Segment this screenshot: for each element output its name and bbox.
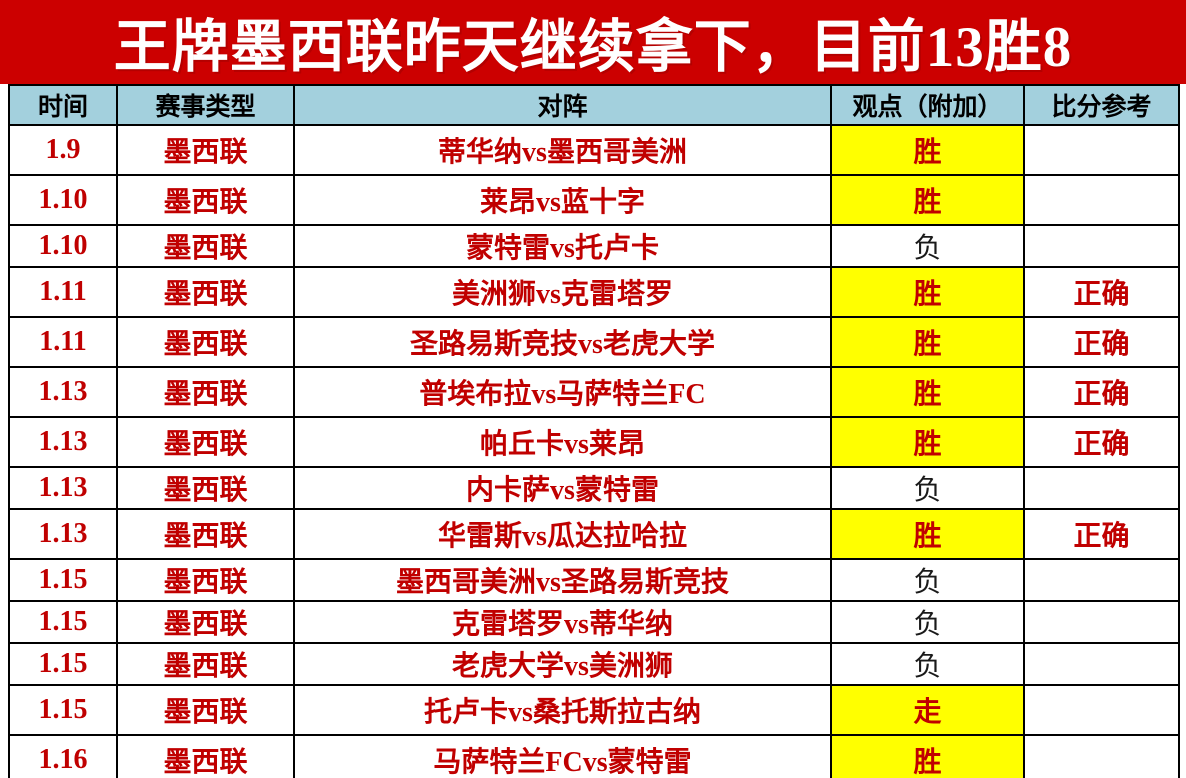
header-matchup: 对阵: [293, 84, 832, 126]
table-row: 1.15 墨西联 老虎大学vs美洲狮 负: [8, 642, 1180, 686]
table-row: 1.13 墨西联 帕丘卡vs莱昂 胜 正确: [8, 416, 1180, 468]
result-cell: [1023, 174, 1180, 226]
table-row: 1.15 墨西联 托卢卡vs桑托斯拉古纳 走: [8, 684, 1180, 736]
matchup: 华雷斯vs瓜达拉哈拉: [293, 508, 832, 560]
match-time: 1.13: [8, 508, 118, 560]
prediction-cell: 走: [830, 684, 1025, 736]
match-time: 1.11: [8, 316, 118, 368]
matchup: 克雷塔罗vs蒂华纳: [293, 600, 832, 644]
match-time: 1.13: [8, 416, 118, 468]
league-type: 墨西联: [116, 224, 295, 268]
result-cell: 正确: [1023, 266, 1180, 318]
prediction-cell: 胜: [830, 316, 1025, 368]
result-cell: [1023, 642, 1180, 686]
predictions-table-wrapper: 时间 赛事类型 对阵 观点（附加） 比分参考 1.9 墨西联 蒂华纳vs墨西哥美…: [8, 84, 1180, 778]
header-league-type: 赛事类型: [116, 84, 295, 126]
page-title: 王牌墨西联昨天继续拿下，目前13胜8: [113, 16, 1073, 79]
match-time: 1.11: [8, 266, 118, 318]
result-cell: [1023, 600, 1180, 644]
result-cell: [1023, 124, 1180, 176]
prediction-cell: 胜: [830, 174, 1025, 226]
match-time: 1.13: [8, 466, 118, 510]
match-time: 1.10: [8, 174, 118, 226]
match-time: 1.9: [8, 124, 118, 176]
matchup: 圣路易斯竞技vs老虎大学: [293, 316, 832, 368]
table-row: 1.13 墨西联 内卡萨vs蒙特雷 负: [8, 466, 1180, 510]
league-type: 墨西联: [116, 316, 295, 368]
match-time: 1.15: [8, 684, 118, 736]
league-type: 墨西联: [116, 734, 295, 778]
table-row: 1.15 墨西联 墨西哥美洲vs圣路易斯竞技 负: [8, 558, 1180, 602]
result-cell: 正确: [1023, 366, 1180, 418]
table-row: 1.11 墨西联 圣路易斯竞技vs老虎大学 胜 正确: [8, 316, 1180, 368]
table-row: 1.10 墨西联 莱昂vs蓝十字 胜: [8, 174, 1180, 226]
header-score-reference: 比分参考: [1023, 84, 1180, 126]
prediction-cell: 负: [830, 224, 1025, 268]
match-time: 1.16: [8, 734, 118, 778]
title-banner: 王牌墨西联昨天继续拿下，目前13胜8: [0, 0, 1186, 84]
header-prediction: 观点（附加）: [830, 84, 1025, 126]
prediction-cell: 胜: [830, 366, 1025, 418]
header-time: 时间: [8, 84, 118, 126]
league-type: 墨西联: [116, 684, 295, 736]
league-type: 墨西联: [116, 366, 295, 418]
league-type: 墨西联: [116, 600, 295, 644]
league-type: 墨西联: [116, 174, 295, 226]
matchup: 蒙特雷vs托卢卡: [293, 224, 832, 268]
result-cell: [1023, 224, 1180, 268]
result-cell: [1023, 684, 1180, 736]
table-row: 1.11 墨西联 美洲狮vs克雷塔罗 胜 正确: [8, 266, 1180, 318]
match-time: 1.15: [8, 600, 118, 644]
matchup: 普埃布拉vs马萨特兰FC: [293, 366, 832, 418]
prediction-cell: 胜: [830, 416, 1025, 468]
prediction-cell: 负: [830, 466, 1025, 510]
match-time: 1.15: [8, 642, 118, 686]
table-row: 1.16 墨西联 马萨特兰FCvs蒙特雷 胜: [8, 734, 1180, 778]
match-time: 1.15: [8, 558, 118, 602]
result-cell: 正确: [1023, 508, 1180, 560]
prediction-cell: 胜: [830, 734, 1025, 778]
prediction-cell: 胜: [830, 124, 1025, 176]
matchup: 帕丘卡vs莱昂: [293, 416, 832, 468]
league-type: 墨西联: [116, 558, 295, 602]
table-row: 1.13 墨西联 普埃布拉vs马萨特兰FC 胜 正确: [8, 366, 1180, 418]
table-row: 1.10 墨西联 蒙特雷vs托卢卡 负: [8, 224, 1180, 268]
matchup: 蒂华纳vs墨西哥美洲: [293, 124, 832, 176]
prediction-cell: 负: [830, 600, 1025, 644]
league-type: 墨西联: [116, 266, 295, 318]
result-cell: 正确: [1023, 316, 1180, 368]
result-cell: [1023, 558, 1180, 602]
matchup: 内卡萨vs蒙特雷: [293, 466, 832, 510]
match-time: 1.13: [8, 366, 118, 418]
league-type: 墨西联: [116, 416, 295, 468]
league-type: 墨西联: [116, 642, 295, 686]
predictions-table: 时间 赛事类型 对阵 观点（附加） 比分参考 1.9 墨西联 蒂华纳vs墨西哥美…: [8, 84, 1180, 778]
table-header-row: 时间 赛事类型 对阵 观点（附加） 比分参考: [8, 84, 1180, 126]
result-cell: [1023, 466, 1180, 510]
result-cell: 正确: [1023, 416, 1180, 468]
prediction-cell: 负: [830, 558, 1025, 602]
league-type: 墨西联: [116, 508, 295, 560]
table-row: 1.9 墨西联 蒂华纳vs墨西哥美洲 胜: [8, 124, 1180, 176]
league-type: 墨西联: [116, 466, 295, 510]
table-row: 1.15 墨西联 克雷塔罗vs蒂华纳 负: [8, 600, 1180, 644]
match-time: 1.10: [8, 224, 118, 268]
matchup: 美洲狮vs克雷塔罗: [293, 266, 832, 318]
table-row: 1.13 墨西联 华雷斯vs瓜达拉哈拉 胜 正确: [8, 508, 1180, 560]
prediction-cell: 负: [830, 642, 1025, 686]
matchup: 托卢卡vs桑托斯拉古纳: [293, 684, 832, 736]
matchup: 老虎大学vs美洲狮: [293, 642, 832, 686]
matchup: 马萨特兰FCvs蒙特雷: [293, 734, 832, 778]
matchup: 莱昂vs蓝十字: [293, 174, 832, 226]
matchup: 墨西哥美洲vs圣路易斯竞技: [293, 558, 832, 602]
prediction-cell: 胜: [830, 508, 1025, 560]
prediction-cell: 胜: [830, 266, 1025, 318]
result-cell: [1023, 734, 1180, 778]
league-type: 墨西联: [116, 124, 295, 176]
